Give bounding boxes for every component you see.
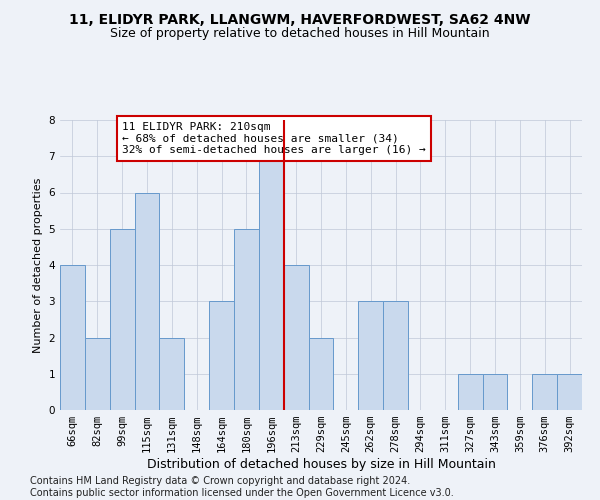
Bar: [358, 301, 383, 410]
Bar: [110, 229, 134, 410]
Bar: [532, 374, 557, 410]
Bar: [308, 338, 334, 410]
Text: 11, ELIDYR PARK, LLANGWM, HAVERFORDWEST, SA62 4NW: 11, ELIDYR PARK, LLANGWM, HAVERFORDWEST,…: [69, 12, 531, 26]
Bar: [458, 374, 482, 410]
Bar: [209, 301, 234, 410]
Text: Contains HM Land Registry data © Crown copyright and database right 2024.
Contai: Contains HM Land Registry data © Crown c…: [30, 476, 454, 498]
Bar: [234, 229, 259, 410]
Bar: [482, 374, 508, 410]
Text: 11 ELIDYR PARK: 210sqm
← 68% of detached houses are smaller (34)
32% of semi-det: 11 ELIDYR PARK: 210sqm ← 68% of detached…: [122, 122, 426, 155]
Bar: [134, 192, 160, 410]
Bar: [383, 301, 408, 410]
Bar: [284, 265, 308, 410]
Bar: [259, 156, 284, 410]
Y-axis label: Number of detached properties: Number of detached properties: [33, 178, 43, 352]
Text: Size of property relative to detached houses in Hill Mountain: Size of property relative to detached ho…: [110, 28, 490, 40]
Bar: [160, 338, 184, 410]
Bar: [60, 265, 85, 410]
Bar: [557, 374, 582, 410]
Bar: [85, 338, 110, 410]
X-axis label: Distribution of detached houses by size in Hill Mountain: Distribution of detached houses by size …: [146, 458, 496, 471]
